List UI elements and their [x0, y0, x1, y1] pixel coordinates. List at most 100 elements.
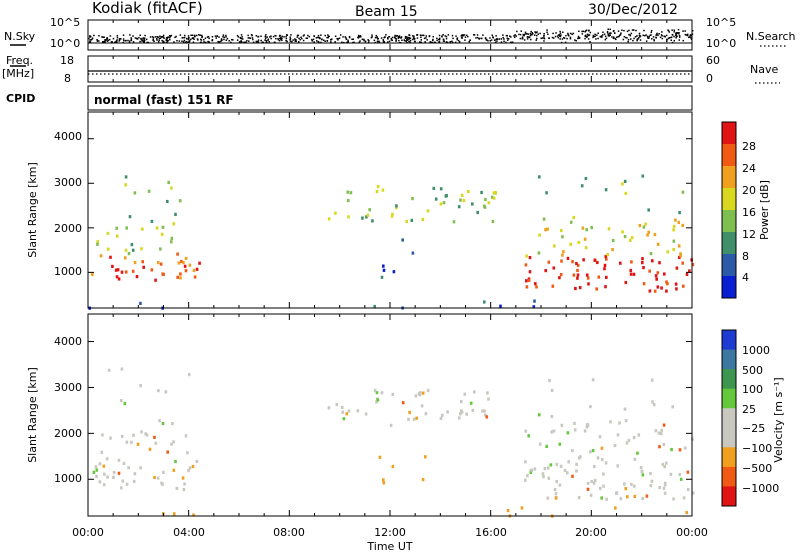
velocity-cell	[524, 429, 527, 433]
nsky-point	[442, 34, 444, 36]
velocity-cell	[526, 474, 529, 478]
nsky-point	[594, 35, 596, 37]
nsky-point	[153, 40, 155, 42]
velocity-cell	[600, 496, 603, 500]
power-cell	[115, 234, 119, 238]
power-colorbar	[722, 122, 736, 299]
power-ylabel: Slant Range [km]	[26, 162, 39, 258]
nsky-point	[623, 29, 625, 32]
freq-tick-bottom: 8	[64, 72, 71, 85]
velocity-cell	[660, 432, 663, 436]
velocity-cell	[591, 449, 595, 453]
xtick-1200: 12:00	[374, 526, 406, 539]
power-cell	[147, 189, 151, 193]
nsky-point	[502, 34, 504, 36]
nsky-point	[272, 35, 275, 38]
velocity-cell	[195, 459, 199, 463]
nsky-point	[562, 31, 564, 33]
power-cell	[576, 273, 580, 277]
nsky-tick-top: 10^5	[50, 16, 80, 29]
nsky-point	[371, 36, 373, 38]
nsky-point	[321, 38, 323, 40]
nsky-point	[671, 29, 673, 31]
nsky-point	[516, 30, 518, 33]
velocity-cell	[663, 491, 667, 495]
nsky-point	[162, 41, 164, 43]
power-cell	[462, 198, 466, 203]
nsky-point	[478, 38, 480, 40]
power-cell	[373, 304, 376, 309]
nsky-point	[585, 34, 587, 37]
nsky-tick-bottom: 10^0	[50, 37, 80, 50]
nsky-point	[169, 38, 171, 41]
power-cell	[642, 282, 646, 286]
nsky-point	[244, 41, 246, 43]
nsky-point	[280, 38, 282, 40]
power-cell	[572, 215, 576, 220]
power-cell	[405, 219, 408, 224]
velocity-cell	[636, 451, 639, 455]
nsky-point	[682, 39, 684, 42]
nsky-point	[678, 39, 680, 41]
power-cbtick-20: 20	[742, 184, 756, 197]
nsky-point	[673, 29, 675, 31]
power-cell	[395, 204, 398, 208]
nsky-point	[339, 34, 342, 36]
nsky-point	[587, 34, 590, 37]
power-cell	[410, 218, 414, 222]
nsky-point	[393, 37, 396, 39]
velocity-cell	[546, 496, 550, 500]
power-cell	[184, 256, 188, 260]
nsky-point	[327, 36, 329, 39]
velocity-cell	[471, 408, 475, 412]
velocity-cell	[573, 428, 577, 432]
velocity-cell	[119, 486, 123, 490]
power-cell	[150, 268, 154, 272]
nsky-point	[176, 40, 178, 42]
nsky-point	[378, 41, 381, 44]
nsky-point	[401, 39, 403, 41]
velocity-cell	[548, 378, 551, 383]
nsky-point	[588, 29, 590, 32]
nsky-point	[432, 38, 434, 41]
nsky-point	[338, 37, 341, 39]
velocity-cell	[130, 440, 133, 444]
velocity-cell	[117, 471, 121, 475]
nsky-point	[514, 34, 516, 36]
nsky-point	[678, 32, 680, 34]
nsky-point	[679, 36, 681, 38]
nsky-point	[657, 34, 659, 37]
nsky-point	[207, 35, 210, 38]
velocity-cell	[483, 409, 486, 413]
nsky-point	[143, 41, 145, 43]
velocity-cell	[593, 478, 597, 482]
velocity-cell	[658, 486, 661, 490]
velocity-cell	[567, 460, 570, 464]
nsky-point	[597, 32, 599, 34]
nsky-point	[141, 40, 143, 42]
nsky-point	[330, 39, 332, 41]
velocity-cell	[364, 412, 368, 416]
nsky-point	[530, 30, 532, 33]
velocity-cell	[664, 481, 667, 485]
power-cell	[569, 242, 572, 246]
nsky-point	[285, 37, 288, 40]
nsky-point	[313, 35, 315, 37]
nsky-point	[199, 41, 202, 44]
velocity-cell	[101, 433, 104, 437]
velocity-cell	[614, 506, 617, 510]
nsky-point	[609, 34, 611, 36]
velocity-cbtick-100: 100	[742, 383, 763, 396]
nsky-point	[503, 40, 505, 42]
velocity-cell	[153, 475, 156, 480]
power-cell	[160, 232, 164, 236]
nsky-point	[629, 34, 632, 36]
nsky-point	[456, 38, 458, 41]
power-cell	[547, 260, 551, 264]
nsky-point	[225, 39, 228, 41]
velocity-cell	[626, 495, 629, 499]
velocity-cell	[487, 397, 490, 401]
velocity-cell	[577, 456, 581, 460]
velocity-cell	[624, 487, 628, 491]
nsky-point	[684, 33, 687, 36]
